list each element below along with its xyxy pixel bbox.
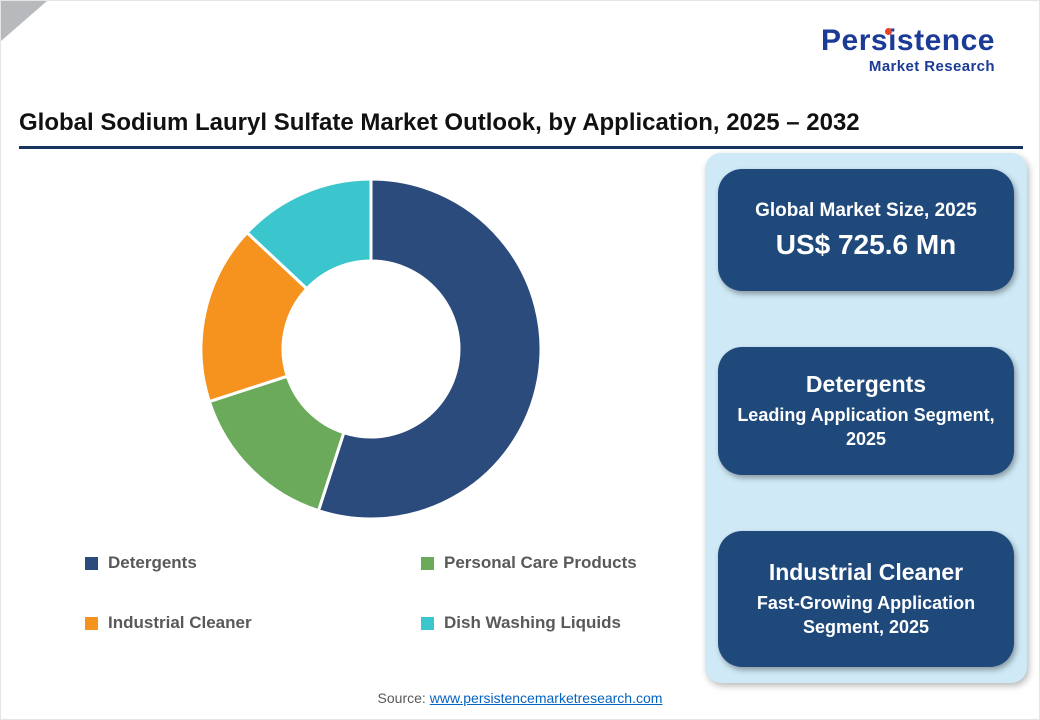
legend-label-personal-care-products: Personal Care Products bbox=[444, 553, 637, 572]
fast-growing-segment-heading: Industrial Cleaner bbox=[768, 558, 964, 585]
title-underline bbox=[19, 146, 1023, 149]
leading-segment-heading: Detergents bbox=[805, 370, 927, 397]
legend-swatch-detergents bbox=[85, 556, 98, 570]
source-line: Source: www.persistencemarketresearch.com bbox=[1, 690, 1039, 706]
logo-red-dot-icon bbox=[885, 28, 893, 35]
donut-segment-detergents bbox=[316, 177, 543, 521]
logo-wordmark: Persistence bbox=[821, 24, 995, 57]
legend-swatch-personal-care-products bbox=[421, 556, 434, 570]
logo-tagline: Market Research bbox=[868, 57, 995, 75]
legend-label-detergents: Detergents bbox=[108, 553, 197, 572]
legend-swatch-industrial-cleaner bbox=[85, 616, 98, 630]
donut-chart bbox=[169, 169, 573, 529]
market-size-card: Global Market Size, 2025 US$ 725.6 Mn bbox=[718, 169, 1014, 291]
donut-segment-dish-washing-liquids bbox=[245, 177, 373, 291]
chart-legend: Detergents Personal Care Products Indust… bbox=[85, 553, 637, 633]
market-size-value: US$ 725.6 Mn bbox=[775, 228, 957, 260]
source-prefix: Source: bbox=[377, 690, 426, 706]
pmr-logo: Persistence Market Research bbox=[821, 25, 995, 75]
legend-item-dish-washing-liquids: Dish Washing Liquids bbox=[421, 613, 637, 633]
source-link[interactable]: www.persistencemarketresearch.com bbox=[429, 690, 663, 706]
legend-item-personal-care-products: Personal Care Products bbox=[421, 553, 637, 573]
legend-swatch-dish-washing-liquids bbox=[421, 616, 434, 630]
legend-label-industrial-cleaner: Industrial Cleaner bbox=[108, 613, 252, 632]
market-size-label: Global Market Size, 2025 bbox=[755, 199, 977, 221]
highlights-panel: Global Market Size, 2025 US$ 725.6 Mn De… bbox=[705, 153, 1027, 683]
legend-item-industrial-cleaner: Industrial Cleaner bbox=[85, 613, 421, 633]
chart-title: Global Sodium Lauryl Sulfate Market Outl… bbox=[19, 109, 860, 136]
fast-growing-segment-card: Industrial Cleaner Fast-Growing Applicat… bbox=[718, 531, 1014, 667]
legend-item-detergents: Detergents bbox=[85, 553, 421, 573]
fast-growing-segment-caption: Fast-Growing Application Segment, 2025 bbox=[756, 592, 976, 637]
logo-wordmark-wrap: Persistence bbox=[821, 25, 995, 57]
leading-segment-caption: Leading Application Segment, 2025 bbox=[737, 404, 995, 449]
legend-label-dish-washing-liquids: Dish Washing Liquids bbox=[444, 613, 621, 632]
donut-svg bbox=[199, 177, 543, 521]
leading-segment-card: Detergents Leading Application Segment, … bbox=[718, 347, 1014, 475]
corner-decoration bbox=[1, 1, 47, 41]
